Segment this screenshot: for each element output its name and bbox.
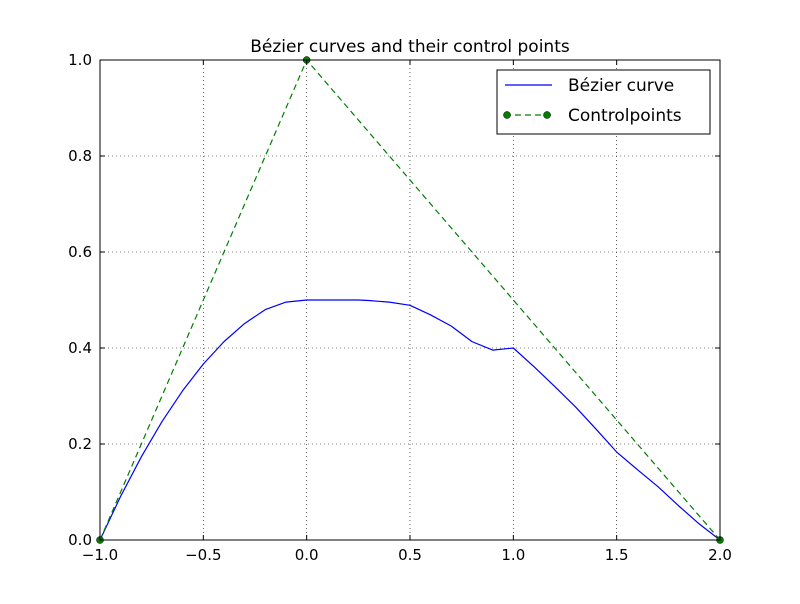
legend-label-bezier: Bézier curve <box>568 76 674 96</box>
legend-label-controlpoints: Controlpoints <box>568 106 682 126</box>
x-tick-label: 1.5 <box>605 546 629 564</box>
y-tick-label: 0.2 <box>68 435 92 453</box>
x-tick-label: −0.5 <box>185 546 221 564</box>
legend-marker-left <box>503 111 511 119</box>
x-tick-label: 1.0 <box>501 546 525 564</box>
x-tick-label: 0.0 <box>295 546 319 564</box>
legend-marker-right <box>543 111 551 119</box>
y-tick-label: 1.0 <box>68 51 92 69</box>
legend: Bézier curve Controlpoints <box>496 69 711 135</box>
y-tick-label: 0.6 <box>68 243 92 261</box>
x-tick-label: −1.0 <box>82 546 118 564</box>
chart-title: Bézier curves and their control points <box>250 37 570 57</box>
y-tick-label: 0.4 <box>68 339 92 357</box>
y-tick-label: 0.0 <box>68 531 92 549</box>
x-tick-label: 2.0 <box>708 546 732 564</box>
y-tick-label: 0.8 <box>68 147 92 165</box>
x-tick-label: 0.5 <box>398 546 422 564</box>
legend-box <box>496 69 711 135</box>
tick-layer: −1.0 −0.5 0.0 0.5 1.0 1.5 2.0 0.0 0.2 0.4 0.6 0.8 1.… <box>68 51 732 564</box>
series-line-0 <box>99 299 721 541</box>
